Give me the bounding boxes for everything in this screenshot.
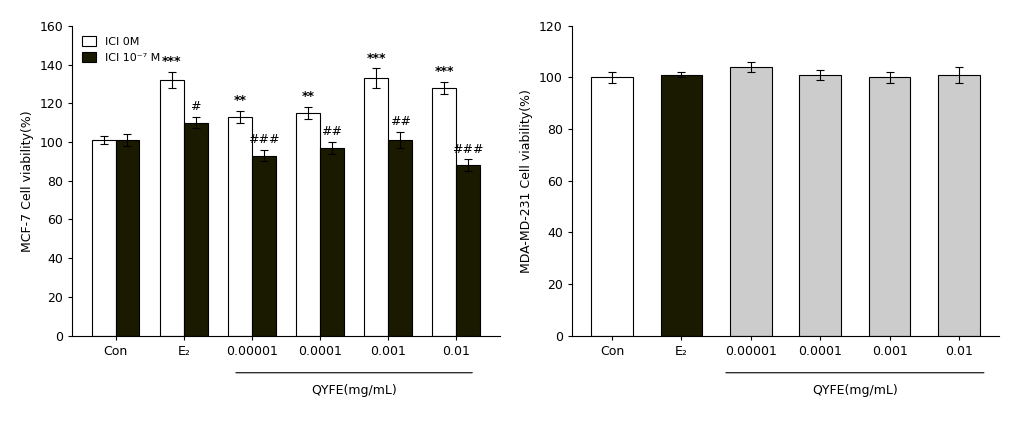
Bar — [296, 113, 320, 336]
Text: **: ** — [233, 94, 247, 107]
Text: QYFE(mg/mL): QYFE(mg/mL) — [311, 384, 396, 397]
Bar — [388, 140, 412, 336]
Bar — [868, 77, 910, 336]
Bar — [660, 75, 702, 336]
Bar — [591, 77, 633, 336]
Bar — [937, 75, 979, 336]
Legend: ICI 0M, ICI 10⁻⁷ M: ICI 0M, ICI 10⁻⁷ M — [77, 32, 164, 67]
Bar — [730, 67, 771, 336]
Text: **: ** — [302, 90, 314, 103]
Text: ***: *** — [162, 56, 181, 69]
Bar — [115, 140, 140, 336]
Bar — [183, 123, 207, 336]
Text: ***: *** — [434, 65, 453, 78]
Bar — [320, 148, 343, 336]
Bar — [364, 78, 388, 336]
Text: ##: ## — [321, 125, 342, 138]
Text: ##: ## — [389, 115, 411, 128]
Bar — [432, 88, 455, 336]
Y-axis label: MDA-MD-231 Cell viability(%): MDA-MD-231 Cell viability(%) — [520, 89, 533, 273]
Text: QYFE(mg/mL): QYFE(mg/mL) — [811, 384, 897, 397]
Bar — [160, 80, 183, 336]
Bar — [252, 155, 275, 336]
Bar — [92, 140, 115, 336]
Text: ###: ### — [452, 143, 483, 155]
Text: ***: *** — [366, 51, 385, 64]
Y-axis label: MCF-7 Cell viability(%): MCF-7 Cell viability(%) — [20, 110, 34, 251]
Bar — [228, 117, 252, 336]
Bar — [455, 165, 480, 336]
Text: ###: ### — [248, 133, 279, 146]
Bar — [799, 75, 841, 336]
Text: #: # — [191, 100, 201, 113]
